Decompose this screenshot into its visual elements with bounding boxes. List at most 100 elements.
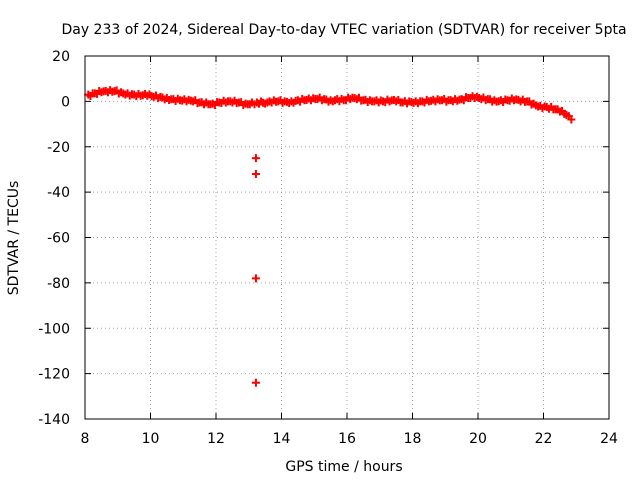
chart-title: Day 233 of 2024, Sidereal Day-to-day VTE… [61, 22, 626, 38]
data-point-run [184, 95, 195, 105]
data-point [567, 115, 576, 124]
data-point-run [112, 86, 123, 98]
data-point-run [99, 86, 110, 96]
data-point-run [106, 86, 117, 96]
data-point-run [93, 86, 104, 98]
data-point [251, 154, 260, 163]
x-tick-label: 22 [535, 431, 553, 447]
data-point-run [394, 95, 405, 107]
data-point-run [544, 102, 556, 113]
data-point-run [210, 98, 222, 109]
data-point-run [348, 93, 359, 103]
x-tick-label: 8 [81, 431, 90, 447]
data-point-run [86, 89, 97, 100]
y-tick-label: 20 [52, 49, 70, 65]
data-point-run [269, 96, 281, 106]
data-point-run [525, 97, 536, 109]
x-tick-label: 10 [142, 431, 160, 447]
data-point-run [204, 100, 215, 109]
y-tick-label: -20 [47, 140, 70, 156]
data-point-run [217, 96, 228, 108]
data-point-run [119, 89, 130, 99]
y-tick-label: -120 [38, 367, 70, 383]
y-tick-label: 0 [61, 94, 70, 110]
data-point-run [505, 94, 516, 105]
data-point-run [453, 95, 464, 105]
data-points [84, 86, 576, 387]
data-point-run [361, 95, 372, 107]
y-tick-label: -140 [38, 412, 70, 428]
data-point-run [368, 97, 379, 106]
data-point-run [263, 97, 274, 107]
data-point-run [138, 90, 150, 100]
data-point-run [538, 102, 549, 113]
data-point-run [512, 95, 523, 104]
y-tick-label: -60 [47, 231, 70, 247]
data-point-run [387, 96, 398, 105]
data-point-run [237, 98, 248, 109]
data-point-run [197, 98, 208, 109]
data-point-run [178, 95, 189, 105]
data-point-run [282, 97, 294, 108]
data-point-run [296, 94, 307, 106]
data-point-run [230, 96, 241, 107]
data-point-run [466, 92, 477, 102]
data-point [251, 169, 260, 178]
data-point-run [335, 94, 346, 106]
axis-ticks: 8 10 12 14 16 18 20 22 24 20 0 -20 -40 -60 -80 -100 -120… [38, 49, 618, 447]
y-tick-label: -80 [47, 276, 70, 292]
data-point-run [322, 95, 333, 106]
data-point-run [276, 96, 287, 107]
x-tick-label: 12 [207, 431, 225, 447]
data-point-run [381, 95, 392, 107]
grid [85, 56, 609, 419]
data-point-run [479, 93, 490, 105]
data-point [251, 274, 260, 283]
data-point-run [315, 93, 326, 105]
data-point-run [328, 96, 339, 106]
data-point-run [420, 95, 431, 107]
data-point-run [158, 93, 169, 104]
data-point [251, 378, 260, 387]
data-point-run [374, 96, 385, 107]
data-point-run [355, 93, 366, 105]
x-tick-label: 18 [404, 431, 422, 447]
x-tick-label: 14 [273, 431, 291, 447]
data-point-run [446, 96, 457, 106]
data-point-run [440, 94, 451, 106]
x-axis-label: GPS time / hours [285, 459, 402, 475]
data-point-run [309, 94, 320, 103]
data-point-run [407, 98, 418, 107]
data-point-run [171, 94, 182, 106]
data-point-run [531, 101, 543, 111]
data-point-run [151, 91, 163, 103]
data-point-run [400, 97, 412, 108]
data-point-run [302, 94, 313, 104]
data-point-run [427, 95, 438, 105]
data-point-run [492, 97, 503, 106]
data-point-run [132, 89, 143, 101]
data-point-run [518, 95, 529, 106]
data-point-run [191, 96, 202, 108]
data-point-run [413, 97, 425, 108]
data-point-run [125, 90, 136, 100]
data-point-run [289, 96, 300, 107]
data-point-run [145, 90, 156, 101]
y-tick-label: -40 [47, 185, 70, 201]
y-tick-label: -100 [38, 321, 70, 337]
data-point-run [254, 97, 268, 108]
data-point-run [341, 93, 353, 105]
data-point-run [459, 93, 470, 105]
data-point-run [224, 97, 235, 106]
x-tick-label: 16 [338, 431, 356, 447]
data-point-run [243, 100, 254, 109]
x-tick-label: 20 [469, 431, 487, 447]
data-point-run [165, 95, 176, 104]
data-point-run [499, 95, 510, 106]
data-point-run [433, 95, 444, 105]
data-point-run [486, 95, 497, 106]
data-point-run [558, 106, 569, 118]
x-tick-label: 24 [600, 431, 618, 447]
data-point-run [472, 92, 484, 102]
